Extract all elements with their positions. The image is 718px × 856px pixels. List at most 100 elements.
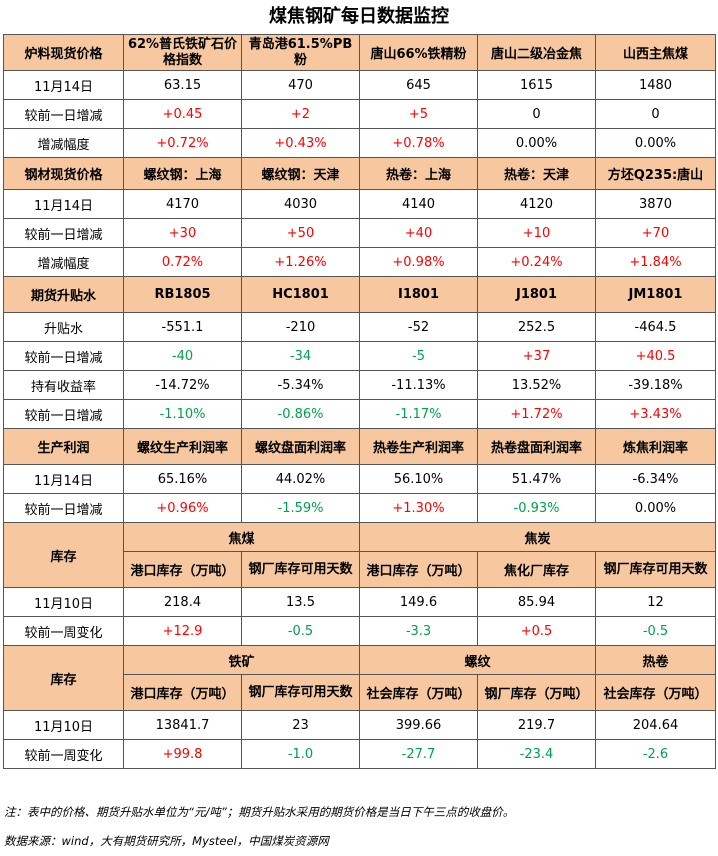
row-label: 增减幅度 bbox=[3, 128, 124, 158]
table-cell: +0.43% bbox=[241, 128, 360, 158]
group-header: 铁矿 bbox=[123, 645, 360, 675]
row-label: 较前一周变化 bbox=[3, 739, 124, 769]
table-cell: -464.5 bbox=[595, 312, 716, 342]
col-header: 港口库存（万吨） bbox=[359, 551, 478, 588]
table-cell: -0.5 bbox=[595, 616, 716, 646]
table-cell: -52 bbox=[359, 312, 478, 342]
row-label: 11月14日 bbox=[3, 464, 124, 494]
monitor-table: 炉料现货价格 62%普氏铁矿石价格指数 青岛港61.5%PB粉 唐山66%铁精粉… bbox=[3, 34, 716, 769]
col-header: 山西主焦煤 bbox=[595, 34, 716, 71]
table-cell: 0.00% bbox=[595, 128, 716, 158]
table-cell: 0.00% bbox=[595, 493, 716, 523]
section-futures: 期货升贴水 bbox=[3, 276, 124, 313]
row-label: 较前一日增减 bbox=[3, 341, 124, 371]
row-label: 较前一周变化 bbox=[3, 616, 124, 646]
table-cell: -14.72% bbox=[123, 370, 242, 400]
table-cell: -1.10% bbox=[123, 399, 242, 429]
group-header: 焦炭 bbox=[359, 522, 716, 552]
table-cell: 13.5 bbox=[241, 587, 360, 617]
table-cell: +0.78% bbox=[359, 128, 478, 158]
col-header: 热卷盘面利润率 bbox=[477, 428, 596, 465]
col-header: 青岛港61.5%PB粉 bbox=[241, 34, 360, 71]
table-cell: +2 bbox=[241, 99, 360, 129]
table-cell: +0.24% bbox=[477, 247, 596, 277]
table-cell: 13841.7 bbox=[123, 710, 242, 740]
table-cell: +10 bbox=[477, 218, 596, 248]
row-label: 增减幅度 bbox=[3, 247, 124, 277]
table-cell: 0 bbox=[477, 99, 596, 129]
table-cell: 44.02% bbox=[241, 464, 360, 494]
table-cell: -2.6 bbox=[595, 739, 716, 769]
col-header: 螺纹钢：上海 bbox=[123, 157, 242, 190]
table-cell: +0.5 bbox=[477, 616, 596, 646]
section-inventory-steel: 库存 bbox=[3, 645, 124, 711]
col-header: 炼焦利润率 bbox=[595, 428, 716, 465]
table-cell: 219.7 bbox=[477, 710, 596, 740]
col-header: 热卷生产利润率 bbox=[359, 428, 478, 465]
table-cell: 13.52% bbox=[477, 370, 596, 400]
col-header: 螺纹盘面利润率 bbox=[241, 428, 360, 465]
table-cell: 4120 bbox=[477, 189, 596, 219]
col-header: 螺纹钢：天津 bbox=[241, 157, 360, 190]
section-raw: 炉料现货价格 bbox=[3, 34, 124, 71]
table-cell: -39.18% bbox=[595, 370, 716, 400]
table-cell: -11.13% bbox=[359, 370, 478, 400]
col-header: I1801 bbox=[359, 276, 478, 313]
table-cell: 63.15 bbox=[123, 70, 242, 100]
table-cell: +0.72% bbox=[123, 128, 242, 158]
row-label: 升贴水 bbox=[3, 312, 124, 342]
table-cell: +37 bbox=[477, 341, 596, 371]
table-cell: +50 bbox=[241, 218, 360, 248]
table-cell: 204.64 bbox=[595, 710, 716, 740]
col-header: 钢厂库存可用天数 bbox=[241, 551, 360, 588]
section-steel: 钢材现货价格 bbox=[3, 157, 124, 190]
table-cell: 399.66 bbox=[359, 710, 478, 740]
footnote: 注：表中的价格、期货升贴水单位为“元/吨”；期货升贴水采用的期货价格是当日下午三… bbox=[4, 805, 515, 819]
table-cell: 23 bbox=[241, 710, 360, 740]
col-header: 社会库存（万吨） bbox=[359, 674, 478, 711]
row-label: 11月14日 bbox=[3, 70, 124, 100]
table-cell: 470 bbox=[241, 70, 360, 100]
table-cell: -5.34% bbox=[241, 370, 360, 400]
table-cell: +70 bbox=[595, 218, 716, 248]
col-header: 钢厂库存（万吨） bbox=[477, 674, 596, 711]
table-cell: -1.17% bbox=[359, 399, 478, 429]
col-header: 钢厂库存可用天数 bbox=[241, 674, 360, 711]
table-cell: +1.30% bbox=[359, 493, 478, 523]
table-cell: 252.5 bbox=[477, 312, 596, 342]
row-label: 较前一日增减 bbox=[3, 399, 124, 429]
table-cell: 0.00% bbox=[477, 128, 596, 158]
table-cell: +0.98% bbox=[359, 247, 478, 277]
col-header: 62%普氏铁矿石价格指数 bbox=[123, 34, 242, 71]
col-header: JM1801 bbox=[595, 276, 716, 313]
table-cell: 0 bbox=[595, 99, 716, 129]
section-profit: 生产利润 bbox=[3, 428, 124, 465]
table-cell: -5 bbox=[359, 341, 478, 371]
table-cell: 4140 bbox=[359, 189, 478, 219]
table-cell: 0.72% bbox=[123, 247, 242, 277]
table-cell: -6.34% bbox=[595, 464, 716, 494]
col-header: 方坯Q235:唐山 bbox=[595, 157, 716, 190]
row-label: 11月14日 bbox=[3, 189, 124, 219]
col-header: HC1801 bbox=[241, 276, 360, 313]
col-header: 热卷：上海 bbox=[359, 157, 478, 190]
col-header: 热卷：天津 bbox=[477, 157, 596, 190]
table-cell: -0.93% bbox=[477, 493, 596, 523]
table-cell: +1.26% bbox=[241, 247, 360, 277]
row-label: 较前一日增减 bbox=[3, 493, 124, 523]
group-header: 螺纹 bbox=[359, 645, 596, 675]
col-header: 钢厂库存可用天数 bbox=[595, 551, 716, 588]
table-cell: 51.47% bbox=[477, 464, 596, 494]
table-cell: 85.94 bbox=[477, 587, 596, 617]
table-cell: +40 bbox=[359, 218, 478, 248]
col-header: 港口库存（万吨） bbox=[123, 551, 242, 588]
table-cell: 65.16% bbox=[123, 464, 242, 494]
table-cell: -551.1 bbox=[123, 312, 242, 342]
col-header: 焦化厂库存 bbox=[477, 551, 596, 588]
table-cell: 1615 bbox=[477, 70, 596, 100]
table-cell: -1.59% bbox=[241, 493, 360, 523]
col-header: 唐山二级冶金焦 bbox=[477, 34, 596, 71]
row-label: 持有收益率 bbox=[3, 370, 124, 400]
section-inventory-coal: 库存 bbox=[3, 522, 124, 588]
table-cell: 645 bbox=[359, 70, 478, 100]
